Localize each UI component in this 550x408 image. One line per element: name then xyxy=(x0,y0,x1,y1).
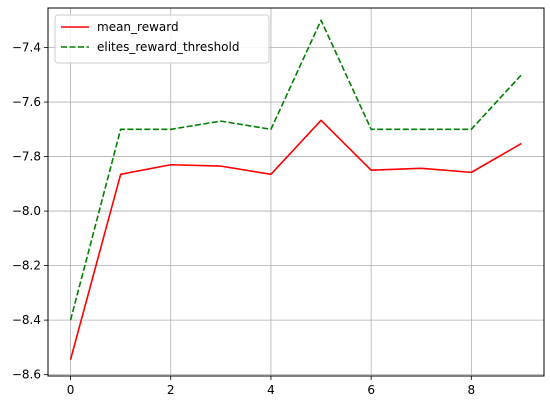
legend-label-elites-reward-threshold: elites_reward_threshold xyxy=(97,40,239,54)
legend-box xyxy=(54,14,270,64)
x-tick-label: 0 xyxy=(67,383,75,397)
legend-label-mean-reward: mean_reward xyxy=(97,20,179,34)
y-tick-label: −8.6 xyxy=(12,368,41,382)
y-tick-label: −7.4 xyxy=(12,41,41,55)
y-tick-label: −8.0 xyxy=(12,204,41,218)
series-line-elites-reward-threshold xyxy=(69,19,523,321)
legend: mean_reward elites_reward_threshold xyxy=(54,14,270,64)
plot-frame xyxy=(47,7,545,377)
x-tick-label: 8 xyxy=(468,383,476,397)
x-tick-label: 2 xyxy=(167,383,175,397)
x-tick-label: 6 xyxy=(367,383,375,397)
tick-layer: 0 2 4 6 8 −8.6 −8.4 −8.2 −8.0 −7.8 −7.6 −7.4 xyxy=(12,41,475,397)
y-tick-label: −7.6 xyxy=(12,95,41,109)
series-line-mean-reward xyxy=(69,119,522,360)
x-tick-label: 4 xyxy=(267,383,275,397)
y-tick-label: −8.4 xyxy=(12,313,41,327)
y-tick-label: −7.8 xyxy=(12,150,41,164)
series-layer xyxy=(69,19,523,360)
y-tick-label: −8.2 xyxy=(12,259,41,273)
